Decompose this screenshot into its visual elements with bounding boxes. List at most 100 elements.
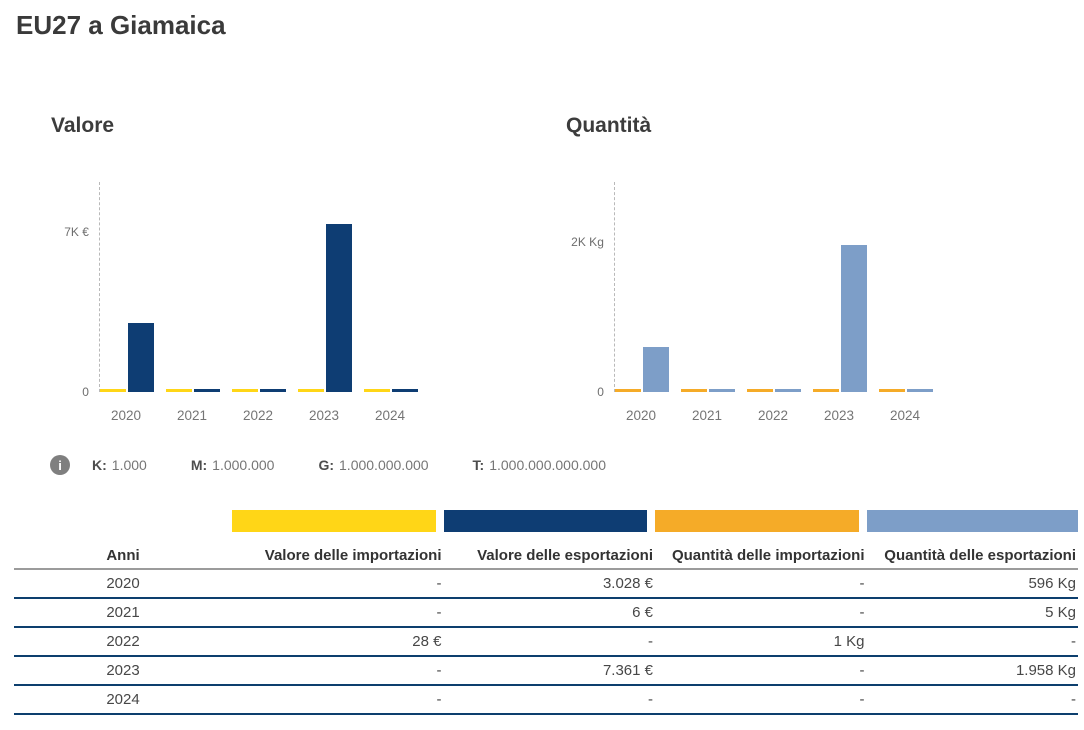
column-header-anni: Anni	[106, 546, 140, 564]
y-axis-labels: 2K Kg 0	[566, 182, 614, 399]
bar-2023-valore-importazioni	[297, 389, 324, 392]
y-axis-labels: 7K € 0	[51, 182, 99, 399]
row-value: -	[436, 604, 442, 621]
x-axis-label-2020: 2020	[625, 408, 657, 423]
x-axis-label-2023: 2023	[308, 408, 340, 423]
row-year: 2023	[106, 662, 140, 679]
chart-quantita-plot-wrapper: 2K Kg 0	[566, 182, 946, 399]
row-value: 1 Kg	[833, 633, 865, 650]
x-axis-labels: 2020 2021 2022 2023 2024	[99, 408, 431, 426]
chart-valore-title: Valore	[51, 114, 115, 137]
info-icon[interactable]: i	[50, 455, 70, 475]
column-header-4: Quantità delle esportazioni	[884, 546, 1076, 564]
bar-2022-valore-esportazioni	[259, 389, 286, 392]
x-axis-label-2020: 2020	[110, 408, 142, 423]
x-axis-label-2021: 2021	[176, 408, 208, 423]
y-axis-zero-label: 0	[597, 385, 604, 399]
legend-swatch-cell	[443, 510, 656, 532]
bar-2023-valore-esportazioni	[325, 224, 352, 392]
plot-area	[98, 182, 431, 392]
bar-2020-quantita-importazioni	[614, 389, 641, 392]
row-value: -	[859, 575, 865, 592]
x-axis-label-2024: 2024	[889, 408, 921, 423]
row-value: -	[648, 691, 653, 708]
bar-2022-valore-importazioni	[231, 389, 258, 392]
row-year: 2024	[106, 691, 140, 708]
x-axis-label-2024: 2024	[374, 408, 406, 423]
column-header-2: Valore delle esportazioni	[477, 546, 653, 564]
x-axis-label-2021: 2021	[691, 408, 723, 423]
x-axis-label-2022: 2022	[757, 408, 789, 423]
table-row-2023: 2023 - 7.361 € - 1.958 Kg	[14, 657, 1078, 686]
chart-quantita: Quantità 2K Kg 0 2020 2021 2022 2023 2024	[566, 114, 946, 426]
bar-2024-valore-importazioni	[363, 389, 390, 392]
bar-2021-valore-importazioni	[165, 389, 192, 392]
row-year: 2021	[106, 604, 140, 621]
row-value: -	[648, 633, 653, 650]
legend-swatch-valore-importazioni	[232, 510, 436, 532]
chart-quantita-title: Quantità	[566, 114, 652, 137]
legend-swatch-cell	[655, 510, 867, 532]
column-header-3: Quantità delle importazioni	[671, 546, 865, 564]
row-value: 7.361 €	[602, 662, 653, 679]
row-value: 28 €	[412, 633, 442, 650]
row-value: -	[1071, 691, 1076, 708]
row-year: 2022	[106, 633, 140, 650]
unit-entry-t: T: 1.000.000.000.000	[472, 457, 606, 473]
row-year: 2020	[106, 575, 140, 592]
x-axis-label-2022: 2022	[242, 408, 274, 423]
bar-2020-valore-importazioni	[99, 389, 126, 392]
unit-legend: i K: 1.000 M: 1.000.000 G: 1.000.000.000 T:…	[50, 455, 650, 475]
chart-valore: Valore 7K € 0 2020 2021 2022 2023 2024	[51, 114, 431, 426]
data-table: Anni Valore delle importazioni Valore dell…	[14, 542, 1078, 715]
bar-2022-quantita-importazioni	[746, 389, 773, 392]
row-value: 5 Kg	[1045, 604, 1076, 621]
row-value: 6 €	[632, 604, 653, 621]
bar-2024-quantita-esportazioni	[906, 389, 933, 392]
legend-swatch-quantita-esportazioni	[866, 510, 1078, 532]
row-value: -	[436, 575, 442, 592]
y-axis-max-label: 2K Kg	[571, 235, 604, 249]
row-value: -	[1071, 633, 1076, 650]
row-value: 1.958 Kg	[1015, 662, 1076, 679]
column-header-1: Valore delle importazioni	[264, 546, 442, 564]
bar-2024-valore-esportazioni	[391, 389, 418, 392]
y-axis-max-label: 7K €	[64, 225, 89, 239]
table-row-2021: 2021 - 6 € - 5 Kg	[14, 599, 1078, 628]
y-axis-zero-label: 0	[82, 385, 89, 399]
bar-2022-quantita-esportazioni	[774, 389, 801, 392]
table-header-row: Anni Valore delle importazioni Valore dell…	[14, 542, 1078, 570]
row-value: -	[436, 691, 442, 708]
plot-area	[613, 182, 946, 392]
table-row-2022: 2022 28 € - 1 Kg -	[14, 628, 1078, 657]
page-title: EU27 a Giamaica	[16, 10, 226, 40]
chart-valore-plot-wrapper: 7K € 0	[51, 182, 431, 399]
row-value: -	[859, 691, 865, 708]
legend-swatch-cell	[866, 510, 1078, 532]
legend-swatch-valore-esportazioni	[443, 510, 647, 532]
unit-entry-g: G: 1.000.000.000	[318, 457, 429, 473]
table-row-2020: 2020 - 3.028 € - 596 Kg	[14, 570, 1078, 599]
legend-swatch-row	[14, 510, 1078, 532]
row-value: -	[859, 604, 865, 621]
row-value: 596 Kg	[1028, 575, 1076, 592]
row-value: 3.028 €	[602, 575, 653, 592]
bar-2021-valore-esportazioni	[193, 389, 220, 392]
legend-swatch-quantita-importazioni	[655, 510, 859, 532]
x-axis-label-2023: 2023	[823, 408, 855, 423]
bar-2021-quantita-importazioni	[680, 389, 707, 392]
unit-entry-m: M: 1.000.000	[190, 457, 275, 473]
row-value: -	[859, 662, 865, 679]
table-row-2024: 2024 - - - -	[14, 686, 1078, 715]
legend-swatch-spacer	[14, 510, 232, 532]
legend-swatch-cell	[232, 510, 444, 532]
row-value: -	[436, 662, 442, 679]
bar-2020-quantita-esportazioni	[642, 347, 669, 392]
bar-2024-quantita-importazioni	[878, 389, 905, 392]
unit-entry-k: K: 1.000	[92, 457, 147, 473]
x-axis-labels: 2020 2021 2022 2023 2024	[614, 408, 946, 426]
bar-2021-quantita-esportazioni	[708, 389, 735, 392]
bar-2023-quantita-importazioni	[812, 389, 839, 392]
table-body: 2020 - 3.028 € - 596 Kg 2021 - 6 € - 5 Kg 2022 28 €…	[14, 570, 1078, 715]
bar-2020-valore-esportazioni	[127, 323, 154, 392]
